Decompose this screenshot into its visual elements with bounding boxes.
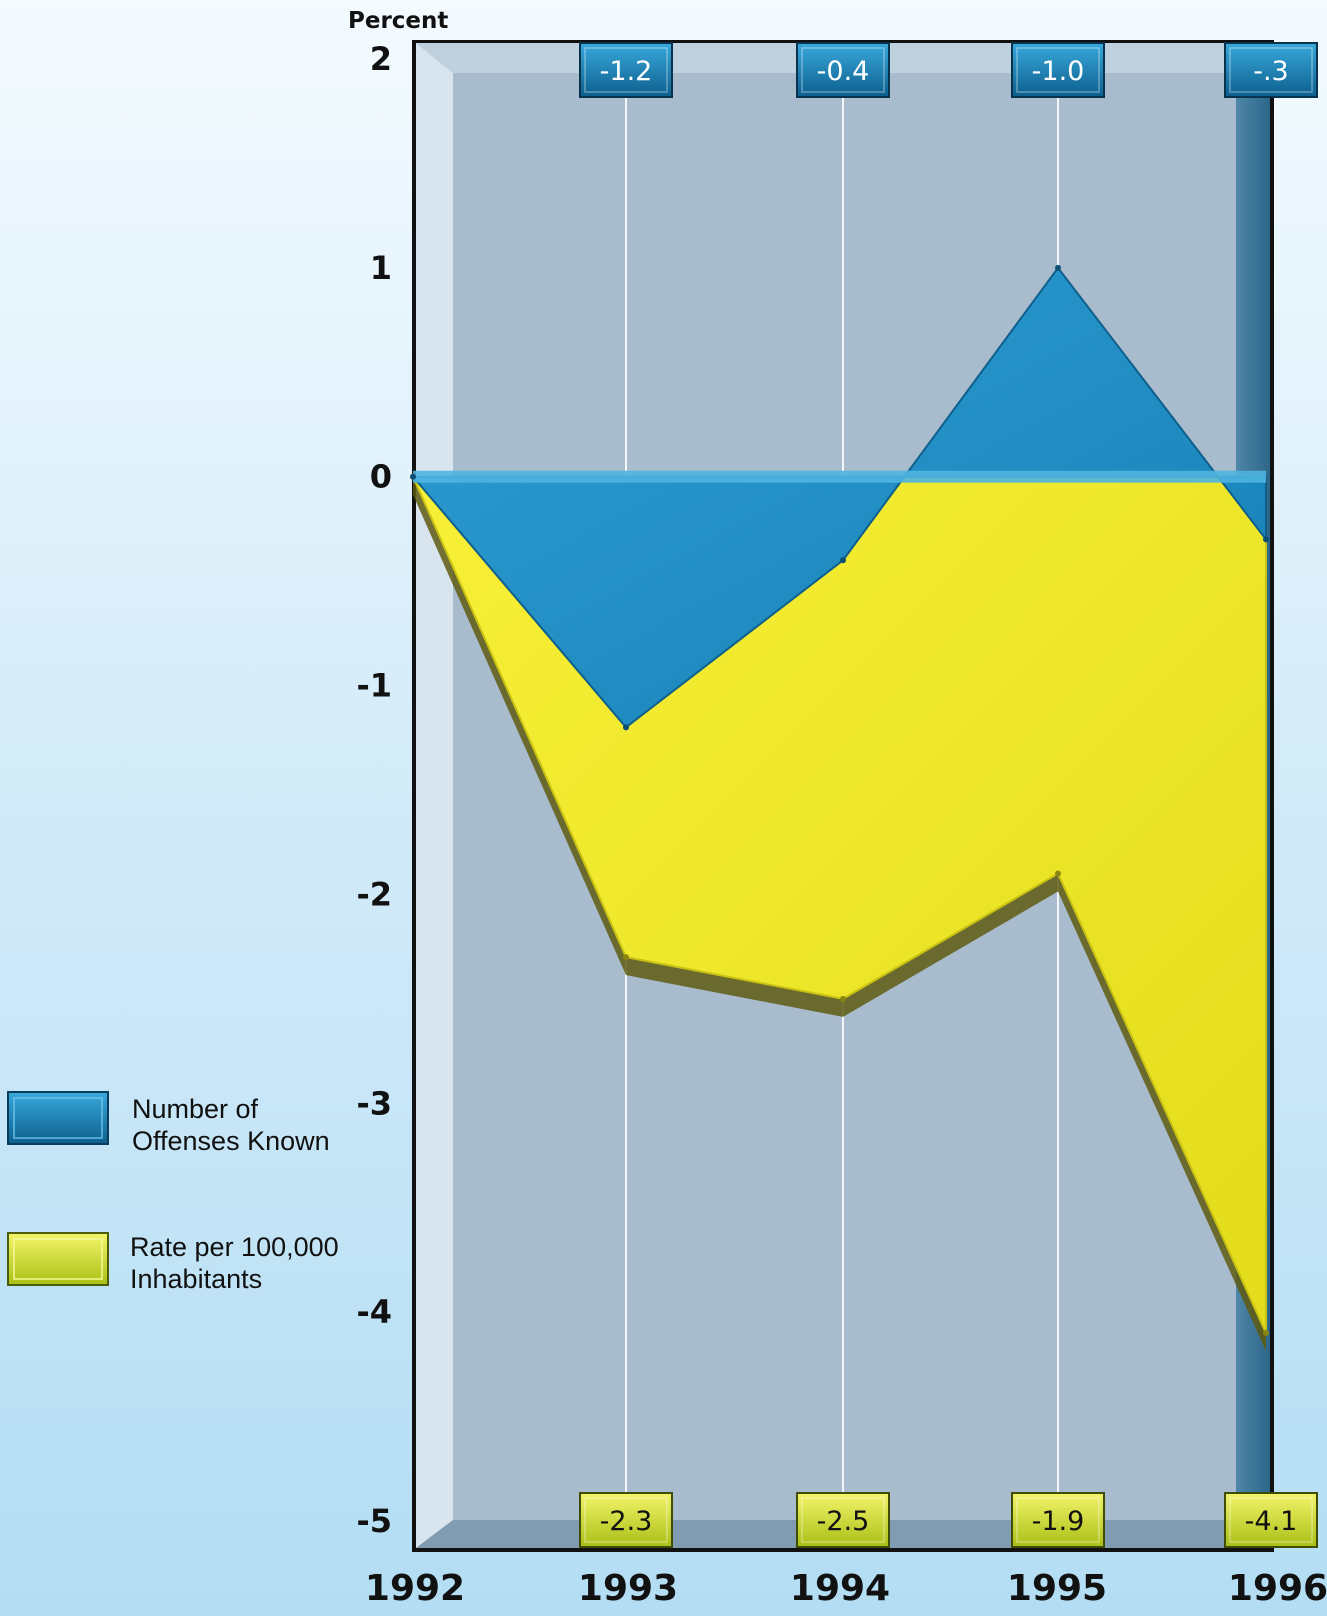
x-tick-label-1993: 1993 bbox=[578, 1568, 678, 1609]
x-tick-label-1994: 1994 bbox=[790, 1568, 890, 1609]
rate-point-1996 bbox=[1263, 1330, 1269, 1337]
y-tick-label: 1 bbox=[370, 249, 392, 287]
plot-bevel-left bbox=[416, 43, 453, 1548]
rate-label-1993: -2.3 bbox=[579, 1492, 673, 1548]
legend-label-rate-line2: Inhabitants bbox=[130, 1264, 262, 1294]
legend-label-offenses-line2: Offenses Known bbox=[132, 1126, 330, 1156]
offenses-point-1992 bbox=[410, 473, 416, 480]
legend-label-rate-line1: Rate per 100,000 bbox=[130, 1232, 339, 1262]
y-tick-label: -2 bbox=[356, 875, 392, 913]
offenses-label-1995-text: -1.0 bbox=[1032, 56, 1085, 87]
y-tick-label: 2 bbox=[370, 40, 392, 78]
y-tick-label: -5 bbox=[356, 1502, 392, 1540]
zero-line-bevel bbox=[413, 470, 1266, 483]
rate-label-1994: -2.5 bbox=[796, 1492, 890, 1548]
x-axis: 1992 1993 1994 1995 1996 bbox=[365, 1568, 1327, 1609]
x-tick-label-1996: 1996 bbox=[1228, 1568, 1327, 1609]
legend-swatch-rate bbox=[7, 1232, 109, 1286]
offenses-label-1995: -1.0 bbox=[1011, 42, 1105, 98]
y-axis: 2 1 0 -1 -2 -3 -4 -5 bbox=[356, 40, 392, 1540]
x-tick-label-1992: 1992 bbox=[365, 1568, 465, 1609]
offenses-point-1995 bbox=[1055, 264, 1061, 271]
y-tick-label: 0 bbox=[370, 458, 392, 496]
rate-point-1994 bbox=[840, 995, 846, 1002]
y-axis-title: Percent bbox=[348, 8, 448, 34]
rate-point-1995 bbox=[1055, 870, 1061, 877]
offenses-label-1994: -0.4 bbox=[796, 42, 890, 98]
rate-label-1995: -1.9 bbox=[1011, 1492, 1105, 1548]
legend-label-offenses-line1: Number of bbox=[132, 1094, 259, 1124]
rate-label-1993-text: -2.3 bbox=[600, 1506, 653, 1537]
offenses-label-1993-text: -1.2 bbox=[600, 56, 653, 87]
area-layer bbox=[410, 264, 1269, 1352]
legend-item-offenses: Number of Offenses Known bbox=[7, 1091, 330, 1156]
rate-label-1996-text: -4.1 bbox=[1245, 1506, 1298, 1537]
offenses-point-1994 bbox=[840, 557, 846, 564]
x-tick-label-1995: 1995 bbox=[1007, 1568, 1107, 1609]
legend-swatch-offenses bbox=[7, 1091, 109, 1145]
legend-item-rate: Rate per 100,000 Inhabitants bbox=[7, 1232, 339, 1294]
rate-label-1996: -4.1 bbox=[1224, 1492, 1318, 1548]
offenses-label-1996-text: -.3 bbox=[1253, 56, 1289, 87]
y-tick-label: -3 bbox=[356, 1084, 392, 1122]
y-tick-label: -4 bbox=[356, 1293, 392, 1331]
offenses-label-1994-text: -0.4 bbox=[817, 56, 870, 87]
rate-label-1995-text: -1.9 bbox=[1032, 1506, 1085, 1537]
value-labels: -1.2 -0.4 -1.0 -.3 -2.3 -2.5 -1.9 -4.1 bbox=[579, 42, 1318, 1548]
offenses-label-1993: -1.2 bbox=[579, 42, 673, 98]
offenses-point-1996 bbox=[1263, 536, 1269, 543]
legend: Number of Offenses Known Rate per 100,00… bbox=[7, 1091, 339, 1294]
rate-point-1993 bbox=[623, 954, 629, 961]
offenses-label-1996: -.3 bbox=[1224, 42, 1318, 98]
offenses-point-1993 bbox=[623, 724, 629, 731]
rate-label-1994-text: -2.5 bbox=[817, 1506, 870, 1537]
y-tick-label: -1 bbox=[356, 667, 392, 705]
